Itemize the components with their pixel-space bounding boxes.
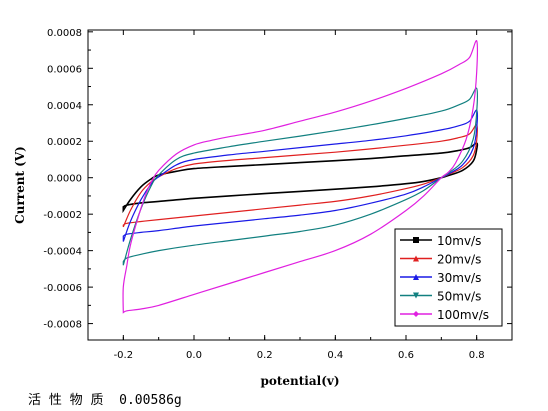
- y-tick-label: -0.0004: [43, 247, 82, 258]
- y-axis-ticks: -0.0008 -0.0006 -0.0004 -0.0002 0.0000 0.0002…: [43, 28, 512, 331]
- legend: 10mv/s 20mv/s 30mv/s 50mv/s 100mv/s: [394, 228, 503, 327]
- series-marker: [413, 274, 419, 280]
- x-tick-label: 0.6: [398, 350, 414, 361]
- series-line-30mv-s: [122, 109, 478, 242]
- legend-label: 50mv/s: [437, 290, 481, 304]
- series-line-50mv-s: [122, 87, 478, 266]
- legend-label: 10mv/s: [437, 234, 481, 248]
- y-tick-label: 0.0004: [47, 101, 82, 112]
- series-marker: [413, 292, 419, 299]
- active-material-note: 活 性 物 质 0.00586g: [28, 393, 182, 408]
- x-tick-label: 0.8: [469, 350, 485, 361]
- y-tick-label: 0.0006: [47, 64, 82, 75]
- series-line-20mv-s: [122, 124, 478, 228]
- y-tick-label: 0.0000: [47, 174, 82, 185]
- legend-label: 100mv/s: [437, 308, 489, 322]
- x-axis-ticks: -0.2 0.0 0.2 0.4 0.6 0.8: [87, 30, 513, 361]
- x-tick-label: 0.0: [186, 350, 202, 361]
- series-layer: [122, 40, 479, 314]
- y-tick-label: 0.0002: [47, 137, 82, 148]
- y-tick-label: -0.0006: [43, 283, 82, 294]
- x-axis-label: potential(v): [260, 374, 339, 388]
- y-tick-label: -0.0002: [43, 210, 82, 221]
- series-line-100mv-s: [122, 40, 478, 314]
- y-axis-label: Current (V): [13, 146, 27, 224]
- legend-label: 20mv/s: [437, 253, 481, 267]
- x-tick-label: 0.2: [257, 350, 273, 361]
- series-marker: [413, 237, 419, 243]
- x-tick-label: 0.4: [327, 350, 343, 361]
- series-line-10mv-s: [122, 142, 479, 214]
- y-tick-label: -0.0008: [43, 320, 82, 331]
- series-marker: [413, 311, 419, 317]
- y-tick-label: 0.0008: [47, 28, 82, 39]
- x-tick-label: -0.2: [114, 350, 134, 361]
- cv-chart: -0.0008 -0.0006 -0.0004 -0.0002 0.0000 0.0002…: [13, 28, 513, 388]
- legend-label: 30mv/s: [437, 271, 481, 285]
- series-marker: [413, 255, 419, 262]
